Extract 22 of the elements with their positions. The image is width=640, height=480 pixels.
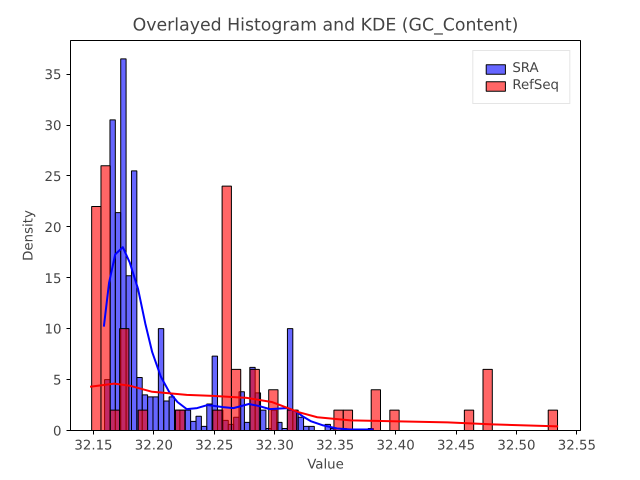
y-axis-title: Density: [22, 210, 37, 261]
y-tick-label: 35: [44, 68, 62, 84]
y-tick-label: 10: [44, 322, 62, 338]
y-tick-label: 15: [44, 272, 62, 287]
x-tick-label: 32.40: [376, 438, 415, 454]
x-tick-label: 32.45: [436, 438, 476, 454]
y-tick-label: 30: [44, 119, 62, 134]
legend-label: SRA: [512, 61, 539, 76]
x-tick-label: 32.30: [256, 438, 294, 454]
x-tick-label: 32.55: [558, 438, 596, 454]
y-tick-label: 5: [53, 374, 62, 389]
x-tick-label: 32.25: [195, 438, 234, 454]
x-tick-label: 32.20: [134, 438, 173, 454]
x-tick-label: 32.15: [74, 438, 113, 454]
legend-label: RefSeq: [512, 78, 559, 93]
x-axis-title: Value: [307, 458, 344, 472]
y-tick-label: 0: [53, 424, 62, 440]
y-tick-label: 25: [44, 170, 62, 185]
chart-title: Overlayed Histogram and KDE (GC_Content): [132, 16, 518, 36]
y-tick-label: 20: [44, 220, 62, 236]
x-tick-label: 32.50: [497, 438, 536, 454]
x-tick-label: 32.35: [316, 438, 354, 454]
